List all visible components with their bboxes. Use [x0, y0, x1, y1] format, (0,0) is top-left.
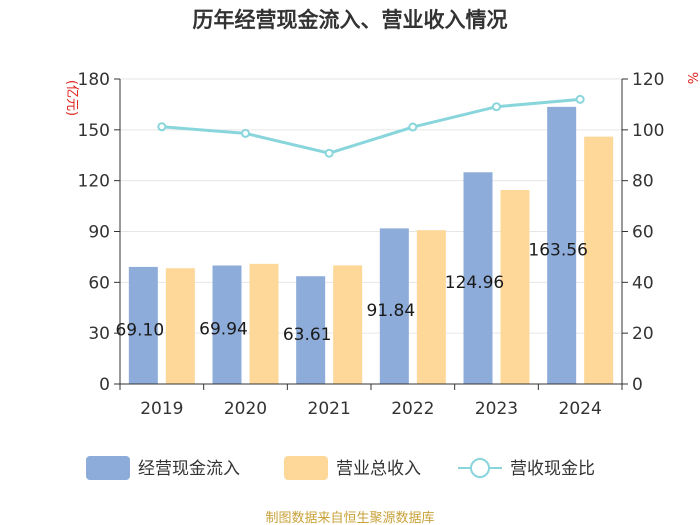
y-right-tick-label-0: 0: [632, 375, 643, 395]
y-left-tick-label-2: 60: [88, 273, 110, 293]
bar-cash-inflow-2022: [379, 228, 409, 384]
bar-cash-inflow-2023: [463, 172, 493, 384]
y-left-tick-label-3: 90: [88, 223, 110, 243]
y-right-tick-label-1: 20: [632, 324, 654, 344]
bar-revenue-2020: [249, 263, 279, 384]
bar-cash-inflow-2020: [212, 265, 242, 384]
y-right-tick-label-6: 120: [632, 70, 664, 90]
y-left-tick-label-4: 120: [78, 172, 110, 192]
y-left-tick-label-6: 180: [78, 70, 110, 90]
x-tick-label-2019: 2019: [140, 399, 183, 419]
ratio-point-2024: [575, 94, 585, 104]
ratio-line: [161, 97, 581, 155]
x-tick-label-2021: 2021: [308, 399, 351, 419]
x-tick-label-2020: 2020: [224, 399, 267, 419]
ratio-point-2022: [408, 122, 418, 132]
bar-cash-inflow-2024: [547, 106, 577, 385]
legend: 经营现金流入 营业总收入 营收现金比: [86, 456, 595, 480]
legend-label-cash-inflow: 经营现金流入: [138, 459, 240, 479]
chart-title: 历年经营现金流入、营业收入情况: [193, 8, 508, 32]
legend-label-ratio: 营收现金比: [510, 459, 595, 479]
y-left-tick-label-5: 150: [78, 121, 110, 141]
data-label-2022: 91.84: [366, 301, 415, 321]
y-right-tick-label-3: 60: [632, 223, 654, 243]
data-label-group: 69.10 69.94 63.61 91.84 124.96 163.56: [115, 240, 587, 345]
legend-swatch-ratio-marker: [470, 458, 490, 478]
ratio-line-group: [157, 94, 585, 158]
data-label-2021: 63.61: [283, 325, 332, 345]
data-label-2019: 69.10: [115, 320, 164, 340]
x-tick-label-2022: 2022: [391, 399, 434, 419]
ratio-point-2023: [492, 102, 501, 112]
gridlines: [120, 78, 622, 334]
data-label-2023: 124.96: [445, 273, 504, 293]
x-tick-label-2023: 2023: [475, 399, 518, 419]
bar-revenue-2023: [500, 189, 530, 384]
y-right-unit-label: %: [684, 72, 699, 84]
data-label-2024: 163.56: [528, 240, 587, 260]
bar-cash-inflow-2021: [296, 276, 326, 384]
bar-revenue-2021: [333, 265, 363, 384]
bar-cash-inflow-2019: [128, 266, 158, 384]
ratio-point-2019: [157, 122, 167, 132]
y-right-tick-label-4: 80: [632, 172, 654, 192]
ratio-point-2020: [241, 128, 250, 138]
legend-swatch-cash-inflow: [86, 456, 130, 480]
data-label-2020: 69.94: [199, 320, 248, 340]
bar-revenue-2022: [416, 230, 446, 384]
source-note: 制图数据来自恒生聚源数据库: [265, 510, 434, 525]
legend-swatch-revenue: [284, 456, 328, 480]
y-right-tick-label-2: 40: [632, 273, 654, 293]
x-tick-label-2024: 2024: [559, 399, 602, 419]
y-left-tick-label-0: 0: [99, 375, 110, 395]
axes: 0 30 60 90 120 150 180 0 20 40 60 80 100 120 2019 2020 2…: [78, 70, 665, 419]
bar-revenue-2024: [584, 136, 614, 384]
y-right-tick-label-5: 100: [632, 121, 664, 141]
bar-revenue-2019: [165, 268, 195, 384]
bar-group: [128, 106, 614, 385]
ratio-point-2021: [324, 148, 334, 158]
y-left-tick-label-1: 30: [88, 324, 110, 344]
y-left-unit-label: (亿元): [64, 80, 79, 116]
legend-label-revenue: 营业总收入: [336, 459, 421, 479]
